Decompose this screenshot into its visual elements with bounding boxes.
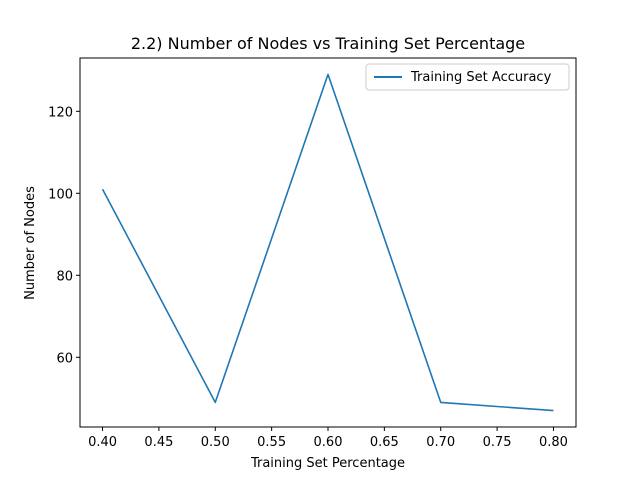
x-tick-label: 0.45 <box>144 435 173 450</box>
x-tick-label: 0.65 <box>370 435 399 450</box>
legend-label-training-set-accuracy: Training Set Accuracy <box>410 70 552 85</box>
x-tick-label: 0.70 <box>426 435 455 450</box>
legend-frame <box>365 63 570 91</box>
y-tick-label: 120 <box>48 105 73 120</box>
legend: Training Set Accuracy <box>365 63 570 91</box>
x-tick-label: 0.80 <box>539 435 568 450</box>
y-tick-label: 60 <box>56 351 73 366</box>
chart-title: 2.2) Number of Nodes vs Training Set Per… <box>131 34 525 53</box>
plot-layer: 0.40 0.45 0.50 0.55 0.60 0.65 0.70 0.75 0.80 60 80… <box>48 57 577 450</box>
x-tick-label: 0.40 <box>88 435 117 450</box>
series-line-training-set-accuracy <box>101 73 554 412</box>
y-axis-label: Number of Nodes <box>23 186 38 300</box>
x-tick-label: 0.55 <box>257 435 286 450</box>
x-tick-label: 0.75 <box>483 435 512 450</box>
y-tick-label: 100 <box>48 187 73 202</box>
y-tick-label: 80 <box>56 269 73 284</box>
x-axis-label: Training Set Percentage <box>250 456 405 471</box>
x-tick-label: 0.60 <box>314 435 343 450</box>
x-tick-label: 0.50 <box>201 435 230 450</box>
